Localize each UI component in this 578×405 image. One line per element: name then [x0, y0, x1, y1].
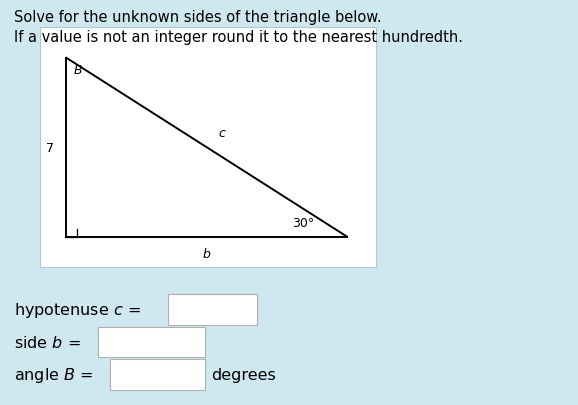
FancyBboxPatch shape [168, 295, 257, 325]
Text: B: B [73, 64, 82, 77]
Text: 7: 7 [46, 141, 54, 154]
Text: degrees: degrees [211, 367, 276, 382]
Text: hypotenuse $c$ =: hypotenuse $c$ = [14, 301, 141, 319]
Bar [40, 28, 376, 267]
Text: angle $B$ =: angle $B$ = [14, 365, 94, 384]
FancyBboxPatch shape [110, 360, 205, 390]
Text: c: c [218, 127, 225, 140]
Text: If a value is not an integer round it to the nearest hundredth.: If a value is not an integer round it to… [14, 30, 464, 45]
Text: b: b [203, 247, 210, 260]
Text: 30°: 30° [292, 217, 314, 230]
FancyBboxPatch shape [98, 327, 205, 357]
Text: Solve for the unknown sides of the triangle below.: Solve for the unknown sides of the trian… [14, 10, 382, 25]
Text: side $b$ =: side $b$ = [14, 334, 81, 350]
